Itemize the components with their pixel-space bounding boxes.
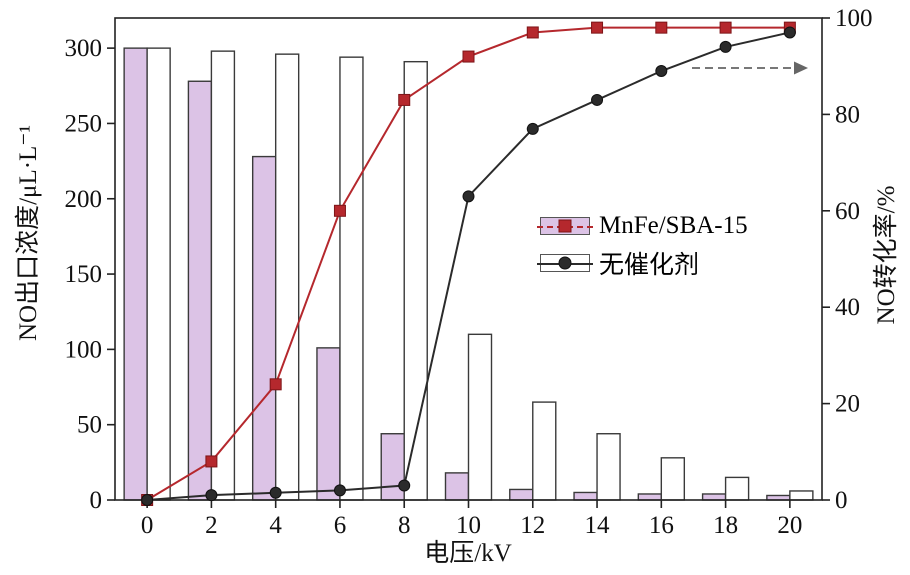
left-tick-label: 250 — [65, 110, 103, 137]
bar-nocatalyst-18kv — [724, 476, 750, 501]
left-axis-title: NO出口浓度/μL·L⁻¹ — [15, 124, 42, 342]
bar-nocatalyst-2kv — [210, 50, 236, 501]
bar-mnfe-16kv — [637, 493, 663, 501]
bar-nocatalyst-0kv — [146, 47, 171, 501]
bar-mnfe-12kv — [509, 488, 534, 501]
circle-marker-4kv — [269, 486, 282, 499]
bar-mnfe-2kv — [187, 80, 213, 501]
right-axis-title: NO转化率/% — [873, 185, 900, 325]
circle-marker-6kv — [333, 484, 346, 497]
x-tick-label: 4 — [269, 512, 282, 539]
legend: MnFe/SBA-15 无催化剂 — [537, 212, 748, 281]
legend-red-square-line-icon — [537, 217, 593, 235]
bar-nocatalyst-20kv — [789, 490, 814, 501]
legend-label-no-catalyst: 无催化剂 — [599, 252, 700, 279]
bar-nocatalyst-14kv — [596, 433, 621, 501]
left-tick-label: 50 — [77, 412, 102, 439]
bar-nocatalyst-16kv — [660, 457, 686, 501]
legend-item-no-catalyst: 无催化剂 — [537, 245, 748, 281]
left-tick-label: 150 — [65, 261, 103, 288]
x-tick-label: 6 — [334, 512, 347, 539]
legend-black-circle-line-icon — [537, 254, 593, 272]
left-tick-label: 200 — [65, 186, 103, 213]
square-marker-16kv — [655, 21, 668, 34]
square-marker-12kv — [526, 26, 539, 39]
circle-marker-2kv — [205, 489, 218, 502]
square-marker-2kv — [205, 455, 218, 468]
x-tick-label: 0 — [141, 512, 154, 539]
square-marker-4kv — [269, 378, 282, 391]
x-tick-label: 14 — [585, 512, 611, 539]
circle-marker-14kv — [591, 93, 604, 106]
legend-black-circle-marker-icon — [558, 256, 572, 270]
right-tick-label: 60 — [835, 198, 860, 225]
circle-marker-12kv — [526, 122, 539, 135]
bar-mnfe-4kv — [251, 155, 277, 501]
bar-mnfe-6kv — [316, 347, 341, 501]
left-tick-label: 300 — [65, 35, 103, 62]
legend-red-square-marker-icon — [558, 219, 572, 233]
square-marker-8kv — [398, 93, 411, 106]
bar-mnfe-0kv — [123, 47, 148, 501]
circle-marker-16kv — [655, 65, 668, 78]
x-tick-label: 12 — [520, 512, 545, 539]
right-tick-label: 100 — [835, 5, 873, 32]
circle-marker-20kv — [783, 26, 796, 39]
bar-nocatalyst-4kv — [274, 53, 300, 501]
square-marker-14kv — [591, 21, 604, 34]
right-axis-arrowhead-icon — [794, 61, 808, 75]
x-axis-title: 电压/kV — [424, 540, 512, 567]
square-marker-18kv — [719, 21, 732, 34]
x-tick-label: 18 — [713, 512, 738, 539]
bar-mnfe-10kv — [444, 472, 470, 501]
square-marker-6kv — [333, 204, 346, 217]
circle-marker-10kv — [462, 190, 475, 203]
x-tick-label: 2 — [205, 512, 218, 539]
bar-nocatalyst-12kv — [532, 401, 557, 501]
bar-mnfe-18kv — [701, 493, 727, 501]
circle-marker-8kv — [398, 479, 411, 492]
right-tick-label: 20 — [835, 391, 860, 418]
circle-marker-18kv — [719, 40, 732, 53]
right-tick-label: 40 — [835, 294, 860, 321]
circle-marker-0kv — [141, 494, 154, 506]
bar-nocatalyst-6kv — [339, 56, 364, 501]
x-tick-label: 8 — [398, 512, 411, 539]
x-tick-label: 16 — [649, 512, 674, 539]
right-tick-label: 0 — [835, 487, 848, 514]
x-tick-label: 10 — [456, 512, 481, 539]
left-tick-label: 100 — [65, 336, 103, 363]
bar-mnfe-14kv — [573, 491, 598, 501]
square-marker-10kv — [462, 50, 475, 63]
right-tick-label: 80 — [835, 101, 860, 128]
x-tick-label: 20 — [777, 512, 802, 539]
legend-item-mnfe-sba15: MnFe/SBA-15 — [537, 212, 748, 240]
bar-nocatalyst-10kv — [467, 333, 493, 501]
left-tick-label: 0 — [90, 487, 103, 514]
legend-label-mnfe-sba15: MnFe/SBA-15 — [599, 212, 748, 239]
